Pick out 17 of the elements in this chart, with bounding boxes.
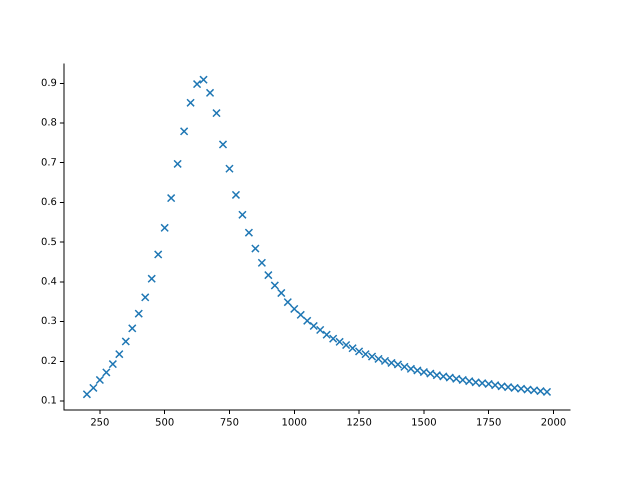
y-tick-label: 0.5 xyxy=(40,236,57,248)
y-tick-label: 0.6 xyxy=(40,197,57,208)
y-tick-label: 0.9 xyxy=(40,78,57,89)
y-tick-label: 0.8 xyxy=(40,118,57,129)
x-tick-label: 2000 xyxy=(540,418,566,429)
y-tick-label: 0.3 xyxy=(40,316,57,328)
x-tick-label: 500 xyxy=(155,418,174,429)
x-tick-label: 1000 xyxy=(282,418,307,429)
x-tick-label: 250 xyxy=(90,418,110,429)
x-tick-label: 1750 xyxy=(476,418,502,429)
x-tick-label: 1250 xyxy=(346,418,372,429)
y-tick-label: 0.4 xyxy=(40,276,57,288)
x-tick-label: 750 xyxy=(220,418,240,429)
y-tick-label: 0.1 xyxy=(40,396,57,407)
y-tick-label: 0.2 xyxy=(40,356,57,367)
y-tick-label: 0.7 xyxy=(40,157,57,168)
x-tick-label: 1500 xyxy=(411,418,437,429)
